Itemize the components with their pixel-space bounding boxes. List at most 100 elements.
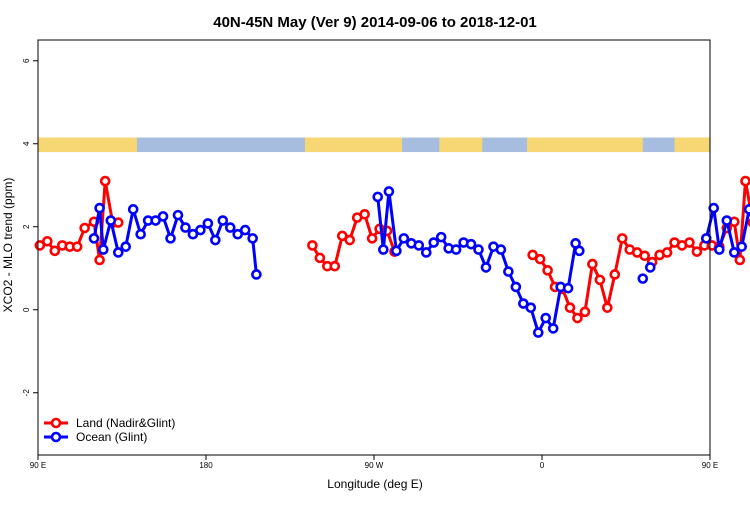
series-1-point-47 — [540, 312, 552, 324]
y-tick-label-2: 2 — [22, 224, 31, 229]
series-1-point-0 — [88, 233, 100, 244]
series-0-point-34 — [602, 302, 613, 313]
legend: Land (Nadir&Glint)Ocean (Glint) — [44, 416, 175, 444]
legend-marker-0 — [50, 417, 62, 429]
series-0-point-2 — [49, 245, 61, 257]
series-0-point-17 — [344, 234, 356, 246]
y-tick-label-1: 0 — [22, 307, 31, 312]
series-0-point-24 — [527, 249, 538, 261]
series-1-point-23 — [251, 269, 262, 280]
series-0-point-46 — [691, 246, 703, 257]
series-1-point-46 — [532, 327, 544, 338]
series-1-point-12 — [172, 209, 184, 221]
series-1-point-52 — [574, 245, 585, 257]
series-1-point-24 — [372, 191, 384, 203]
series-1-point-59 — [743, 204, 750, 215]
series-0-point-12 — [307, 240, 318, 251]
series-0-point-19 — [359, 209, 370, 220]
series-1-point-6 — [127, 204, 139, 215]
series-1-line-2 — [704, 206, 750, 254]
series-1-point-2 — [98, 244, 109, 255]
y-axis: -2 0 2 4 6 — [22, 58, 38, 396]
series-1-point-57 — [728, 247, 740, 258]
series-0-point-1 — [42, 235, 53, 247]
series-0-point-8 — [94, 254, 105, 266]
series-1-line-1 — [376, 189, 581, 335]
series-1-point-5 — [120, 241, 132, 252]
series-1-point-16 — [202, 218, 214, 229]
x-axis: 90 E 180 90 W 0 90 E — [30, 455, 718, 470]
y-tick-label-4: 6 — [22, 58, 31, 63]
series-0-point-35 — [609, 269, 621, 280]
series-0-point-6 — [79, 222, 90, 234]
land-span-4 — [674, 137, 710, 153]
series-0-point-36 — [616, 233, 628, 244]
series-1-point-13 — [180, 222, 191, 233]
series-0-point-31 — [579, 306, 591, 318]
series-0-point-25 — [534, 253, 546, 265]
series-1-point-28 — [398, 233, 410, 244]
series-1-point-58 — [736, 241, 748, 252]
x-tick-label-2: 90 W — [365, 461, 384, 470]
series-1-point-26 — [383, 186, 395, 197]
series-1-point-11 — [165, 233, 176, 244]
series-1-point-48 — [547, 323, 559, 334]
series-1-point-53 — [700, 233, 712, 244]
x-tick-label-1: 180 — [199, 461, 213, 470]
series-0-point-42 — [661, 247, 673, 258]
series-1-point-66 — [644, 262, 656, 273]
series-0-point-53 — [740, 175, 750, 187]
series-1-point-25 — [378, 244, 389, 255]
land-mask-band — [38, 137, 710, 153]
series-0-point-13 — [314, 252, 326, 264]
land-span-3 — [527, 137, 643, 153]
legend-label-0: Land (Nadir&Glint) — [76, 416, 175, 430]
series-0-point-29 — [564, 302, 576, 313]
land-span-0 — [38, 137, 137, 153]
series-1-point-45 — [525, 302, 537, 313]
series-1-point-43 — [510, 281, 522, 293]
series-1-point-42 — [503, 266, 514, 277]
series-1-point-20 — [232, 228, 244, 240]
y-axis-label: XCO2 - MLO trend (ppm) — [1, 178, 15, 313]
series-1-point-1 — [94, 202, 105, 214]
series-1-point-27 — [391, 245, 402, 257]
y-tick-label-0: -2 — [22, 389, 31, 397]
series-1-point-35 — [450, 244, 462, 255]
series-1-point-65 — [637, 273, 649, 284]
legend-label-1: Ocean (Glint) — [76, 430, 147, 444]
series-0-point-52 — [734, 254, 746, 266]
series-0-point-20 — [366, 233, 378, 244]
series-1-point-30 — [413, 240, 425, 251]
x-tick-label-4: 90 E — [702, 461, 718, 470]
series-1-point-4 — [112, 247, 124, 258]
series-0-point-15 — [329, 260, 341, 272]
series-1-point-14 — [187, 228, 199, 240]
plot-frame — [37, 39, 711, 456]
series-1-point-39 — [480, 262, 492, 273]
series-0-point-5 — [71, 241, 83, 252]
series-1-point-3 — [105, 215, 117, 226]
series-1-point-15 — [195, 224, 206, 236]
y-tick-label-3: 4 — [22, 141, 31, 146]
series-1-point-19 — [224, 222, 236, 233]
series-1-point-17 — [210, 234, 221, 246]
series-1-point-41 — [495, 244, 507, 255]
series-1-point-22 — [247, 233, 258, 244]
x-tick-label-0: 90 E — [30, 461, 46, 470]
series-1-point-7 — [135, 228, 146, 240]
series-1-point-54 — [708, 202, 720, 214]
chart-title: 40N-45N May (Ver 9) 2014-09-06 to 2018-1… — [213, 14, 537, 31]
series-0-point-33 — [594, 274, 606, 286]
series-1-point-50 — [562, 282, 574, 294]
series-1-point-37 — [465, 238, 477, 250]
land-span-2 — [439, 137, 483, 153]
series-0-point-16 — [336, 230, 348, 242]
legend-marker-1 — [50, 431, 62, 443]
series-1-point-44 — [518, 298, 529, 309]
series-0-point-9 — [99, 175, 111, 187]
x-tick-label-3: 0 — [540, 461, 545, 470]
series-1-point-9 — [150, 215, 161, 226]
